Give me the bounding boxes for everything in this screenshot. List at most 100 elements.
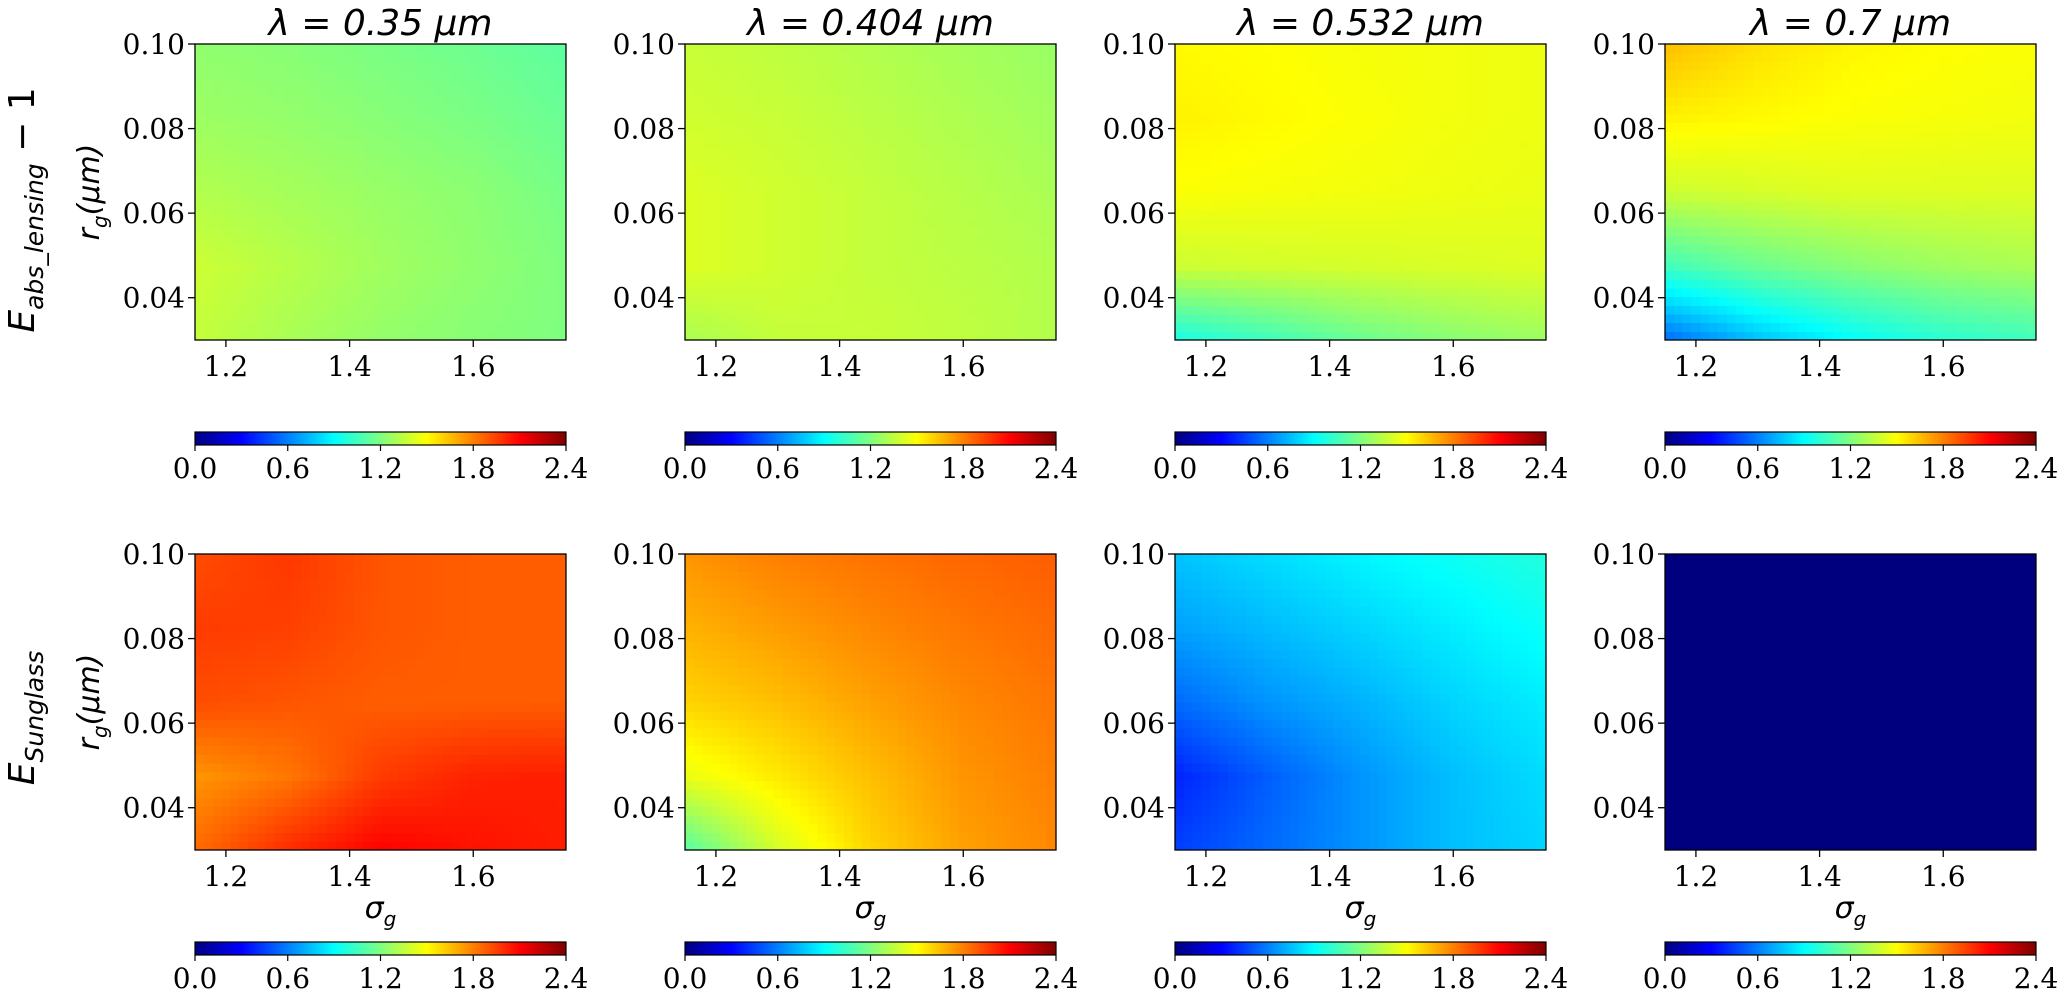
heatmap-cell	[1219, 287, 1229, 298]
heatmap-cell	[318, 252, 329, 263]
heatmap-cell	[1378, 70, 1388, 80]
heatmap-cell	[504, 139, 514, 150]
heatmap-cell	[1307, 313, 1317, 324]
heatmap-cell	[1921, 226, 1931, 237]
heatmap-cell	[1369, 70, 1379, 80]
heatmap-cell	[407, 52, 417, 63]
heatmap-cell	[1316, 157, 1326, 167]
heatmap-cell	[941, 183, 951, 193]
heatmap-cell	[1431, 148, 1441, 158]
heatmap-cell	[318, 44, 329, 54]
heatmap-cell	[985, 104, 995, 115]
heatmap-cell	[1947, 322, 1958, 332]
heatmap-cell	[1404, 200, 1415, 211]
heatmap-cell	[985, 165, 995, 176]
heatmap-cell	[486, 209, 496, 219]
heatmap-cell	[738, 148, 748, 158]
heatmap-cell	[1956, 322, 1966, 332]
heatmap-cell	[1493, 331, 1503, 341]
heatmap-cell	[1475, 157, 1485, 167]
heatmap-cell	[897, 78, 907, 89]
heatmap-cell	[1378, 157, 1388, 167]
y-tick-label: 0.10	[123, 28, 185, 61]
heatmap-cell	[746, 200, 757, 211]
heatmap-cell	[1877, 331, 1887, 341]
heatmap-cell	[773, 209, 783, 219]
heatmap-cell	[495, 331, 505, 341]
heatmap-cell	[1528, 192, 1538, 202]
heatmap-cell	[442, 183, 452, 193]
heatmap-cell	[1965, 218, 1975, 228]
heatmap-cell	[1528, 261, 1538, 271]
heatmap-cell	[835, 226, 845, 237]
heatmap-cell	[2000, 261, 2011, 271]
heatmap-cell	[1369, 192, 1379, 202]
heatmap-cell	[451, 70, 461, 80]
heatmap-cell	[808, 139, 819, 150]
heatmap-cell	[1726, 313, 1737, 324]
heatmap-cell	[923, 44, 933, 54]
heatmap-cell	[1673, 287, 1684, 298]
heatmap-cell	[817, 331, 827, 341]
heatmap-cell	[274, 122, 284, 132]
heatmap-cell	[1316, 148, 1326, 158]
heatmap-cell	[1850, 252, 1860, 263]
x-tick-label: 1.2	[694, 350, 739, 383]
heatmap-cell	[1956, 287, 1966, 298]
heatmap-cell	[407, 165, 417, 176]
heatmap-cell	[1735, 305, 1746, 315]
heatmap-cell	[799, 226, 810, 237]
heatmap-cell	[1466, 157, 1476, 167]
heatmap-cell	[1307, 270, 1317, 280]
heatmap-cell	[1528, 183, 1538, 193]
heatmap-cell	[746, 287, 757, 298]
heatmap-cell	[693, 244, 704, 254]
heatmap-cell	[513, 226, 523, 237]
heatmap-cell	[548, 113, 558, 123]
heatmap-cell	[539, 200, 549, 211]
heatmap-cell	[1272, 87, 1282, 97]
heatmap-cell	[274, 252, 284, 263]
heatmap-cell	[1029, 270, 1039, 280]
heatmap-cell	[1289, 61, 1300, 71]
heatmap-cell	[738, 331, 748, 341]
heatmap-cell	[1334, 61, 1344, 71]
heatmap-cell	[1201, 87, 1211, 97]
heatmap-cell	[389, 52, 399, 63]
heatmap-cell	[1537, 252, 1547, 263]
heatmap-cell	[1422, 183, 1432, 193]
heatmap-cell	[513, 61, 523, 71]
heatmap-cell	[1788, 252, 1799, 263]
heatmap-cell	[1422, 235, 1432, 245]
heatmap-cell	[852, 252, 863, 263]
heatmap-cell	[1832, 287, 1843, 298]
heatmap-cell	[852, 270, 863, 280]
heatmap-cell	[407, 87, 417, 97]
heatmap-cell	[1245, 218, 1256, 228]
heatmap-cell	[486, 270, 496, 280]
heatmap-cell	[1815, 331, 1825, 341]
heatmap-cell	[2027, 252, 2037, 263]
heatmap-cell	[1289, 252, 1300, 263]
heatmap-cell	[1528, 244, 1538, 254]
heatmap-cell	[513, 131, 523, 141]
heatmap-cell	[442, 174, 452, 184]
heatmap-cell	[1351, 52, 1362, 63]
heatmap-cell	[1519, 235, 1529, 245]
heatmap-cell	[1501, 331, 1512, 341]
heatmap-cell	[1771, 331, 1781, 341]
heatmap-cell	[530, 279, 541, 289]
heatmap-cell	[826, 322, 836, 332]
heatmap-cell	[1281, 261, 1291, 271]
heatmap-cell	[1682, 218, 1693, 228]
heatmap-cell	[1263, 192, 1273, 202]
heatmap-cell	[1245, 209, 1256, 219]
heatmap-cell	[932, 287, 942, 298]
heatmap-cell	[230, 200, 240, 211]
heatmap-cell	[371, 279, 382, 289]
heatmap-cell	[2009, 313, 2019, 324]
heatmap-cell	[1797, 226, 1807, 237]
heatmap-cell	[1038, 209, 1048, 219]
heatmap-cell	[1718, 261, 1728, 271]
heatmap-cell	[1510, 270, 1521, 280]
